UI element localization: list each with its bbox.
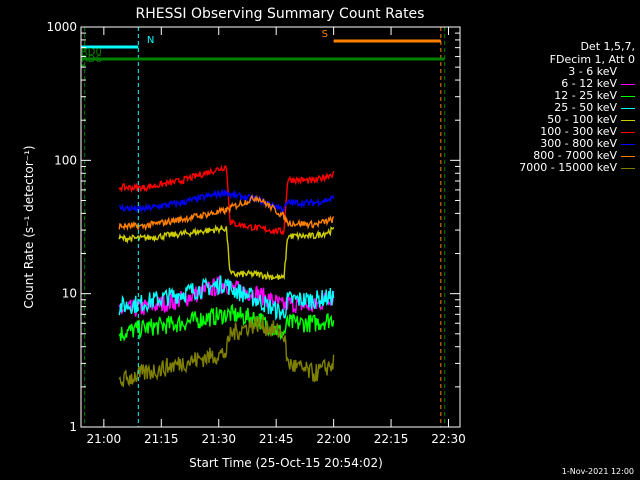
legend-header-decimation: FDecim 1, Att 0 bbox=[549, 53, 635, 66]
x-tick-label-2: 21:30 bbox=[201, 432, 236, 446]
legend-swatch-2 bbox=[621, 95, 635, 97]
legend-label-8: 7000 - 15000 keV bbox=[519, 161, 617, 174]
annotation-label-3: RD6 bbox=[81, 54, 102, 65]
annotation-label-2: RD0 bbox=[81, 47, 102, 58]
legend: Det 1,5,7, FDecim 1, Att 0 3 - 6 keV 6 - … bbox=[470, 40, 635, 174]
legend-header-detectors: Det 1,5,7, bbox=[580, 40, 635, 53]
y-tick-label-1: 10 bbox=[62, 287, 77, 301]
legend-swatch-0 bbox=[621, 71, 635, 73]
legend-label-6: 300 - 800 keV bbox=[540, 137, 617, 150]
legend-label-2: 12 - 25 keV bbox=[554, 89, 617, 102]
legend-swatch-7 bbox=[621, 155, 635, 157]
series-line-8 bbox=[118, 316, 335, 388]
legend-item: 3 - 6 keV bbox=[470, 66, 635, 78]
series-line-3 bbox=[118, 275, 335, 321]
legend-label-7: 800 - 7000 keV bbox=[533, 149, 617, 162]
legend-swatch-3 bbox=[621, 107, 635, 109]
y-tick-label-0: 1 bbox=[69, 420, 77, 434]
series-layer bbox=[118, 164, 335, 388]
legend-item: 300 - 800 keV bbox=[470, 138, 635, 150]
legend-swatch-6 bbox=[621, 143, 635, 145]
series-line-4 bbox=[118, 224, 335, 281]
legend-item: 6 - 12 keV bbox=[470, 78, 635, 90]
axes: 21:00 21:15 21:30 21:45 22:00 22:15 22:30 1 10 10… bbox=[46, 20, 465, 446]
legend-label-3: 25 - 50 keV bbox=[554, 101, 617, 114]
legend-swatch-4 bbox=[621, 119, 635, 121]
legend-label-5: 100 - 300 keV bbox=[540, 125, 617, 138]
legend-label-1: 6 - 12 keV bbox=[561, 77, 617, 90]
y-tick-label-3: 1000 bbox=[46, 20, 77, 34]
legend-item: 7000 - 15000 keV bbox=[470, 162, 635, 174]
series-line-5 bbox=[118, 164, 335, 236]
series-line-7 bbox=[118, 194, 335, 232]
legend-label-4: 50 - 100 keV bbox=[547, 113, 617, 126]
chart-title: RHESSI Observing Summary Count Rates bbox=[136, 6, 425, 22]
legend-swatch-8 bbox=[621, 167, 635, 169]
series-line-0 bbox=[118, 213, 335, 237]
legend-item: 800 - 7000 keV bbox=[470, 150, 635, 162]
plot-frame bbox=[80, 26, 461, 428]
footer-date: 1-Nov-2021 12:00 bbox=[561, 467, 634, 476]
annotation-label-0: N bbox=[147, 35, 154, 46]
legend-item: 50 - 100 keV bbox=[470, 114, 635, 126]
x-tick-label-0: 21:00 bbox=[87, 432, 122, 446]
x-tick-label-6: 22:30 bbox=[431, 432, 466, 446]
series-line-6 bbox=[119, 188, 335, 214]
x-tick-label-3: 21:45 bbox=[259, 432, 294, 446]
legend-label-0: 3 - 6 keV bbox=[568, 65, 617, 78]
annotation-label-1: S bbox=[322, 29, 328, 40]
x-tick-label-1: 21:15 bbox=[144, 432, 179, 446]
y-tick-label-2: 100 bbox=[54, 153, 77, 167]
legend-item: 25 - 50 keV bbox=[470, 102, 635, 114]
legend-swatch-5 bbox=[621, 131, 635, 133]
legend-rows: 3 - 6 keV 6 - 12 keV 12 - 25 keV 25 - 50 ke… bbox=[470, 66, 635, 174]
legend-item: 12 - 25 keV bbox=[470, 90, 635, 102]
x-tick-label-4: 22:00 bbox=[316, 432, 351, 446]
y-axis-label: Count Rate (s⁻¹ detector⁻¹) bbox=[22, 145, 36, 308]
x-axis-label: Start Time (25-Oct-15 20:54:02) bbox=[189, 456, 383, 470]
series-line-2 bbox=[118, 303, 335, 342]
legend-swatch-1 bbox=[621, 83, 635, 85]
legend-item: 100 - 300 keV bbox=[470, 126, 635, 138]
x-tick-label-5: 22:15 bbox=[374, 432, 409, 446]
